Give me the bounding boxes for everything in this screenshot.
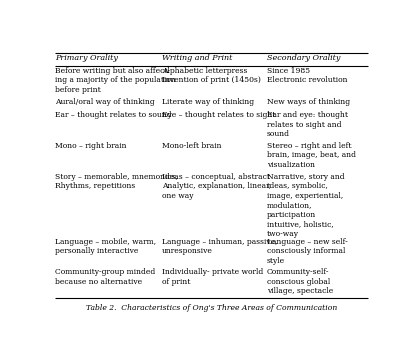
Text: Alphabetic letterpress
Invention of print (1450s): Alphabetic letterpress Invention of prin… [162,67,260,84]
Text: Language – new self-
consciously informal
style: Language – new self- consciously informa… [267,238,348,265]
Text: Since 1985
Electronic revolution: Since 1985 Electronic revolution [267,67,348,84]
Text: Ear and eye: thought
relates to sight and
sound: Ear and eye: thought relates to sight an… [267,111,348,138]
Text: Literate way of thinking: Literate way of thinking [162,98,254,106]
Text: Language – inhuman, passive,
unresponsive: Language – inhuman, passive, unresponsiv… [162,238,277,255]
Text: New ways of thinking: New ways of thinking [267,98,350,106]
Text: Mono-left brain: Mono-left brain [162,142,221,150]
Text: Ideas – conceptual, abstract
Analytic, explanation, linear,
one way: Ideas – conceptual, abstract Analytic, e… [162,173,271,200]
Text: Primary Orality: Primary Orality [55,54,117,62]
Text: Writing and Print: Writing and Print [162,54,232,62]
Text: Narrative, story and
ideas, symbolic,
image, experiential,
modulation,
participa: Narrative, story and ideas, symbolic, im… [267,173,345,238]
Text: Before writing but also affect-
ing a majority of the population
before print: Before writing but also affect- ing a ma… [55,67,176,94]
Text: Mono – right brain: Mono – right brain [55,142,126,150]
Text: Stereo – right and left
brain, image, beat, and
visualization: Stereo – right and left brain, image, be… [267,142,356,169]
Text: Table 2.  Characteristics of Ong's Three Areas of Communication: Table 2. Characteristics of Ong's Three … [86,304,337,312]
Text: Eye – thought relates to sight: Eye – thought relates to sight [162,111,275,119]
Text: Aural/oral way of thinking: Aural/oral way of thinking [55,98,154,106]
Text: Story – memorable, mnemonics,
Rhythms, repetitions: Story – memorable, mnemonics, Rhythms, r… [55,173,178,190]
Text: Community-self-
conscious global
village, spectacle: Community-self- conscious global village… [267,268,333,295]
Text: Individually- private world
of print: Individually- private world of print [162,268,263,286]
Text: Language – mobile, warm,
personally interactive: Language – mobile, warm, personally inte… [55,238,156,255]
Text: Ear – thought relates to sound: Ear – thought relates to sound [55,111,171,119]
Text: Secondary Orality: Secondary Orality [267,54,340,62]
Text: Community-group minded
because no alternative: Community-group minded because no altern… [55,268,155,286]
